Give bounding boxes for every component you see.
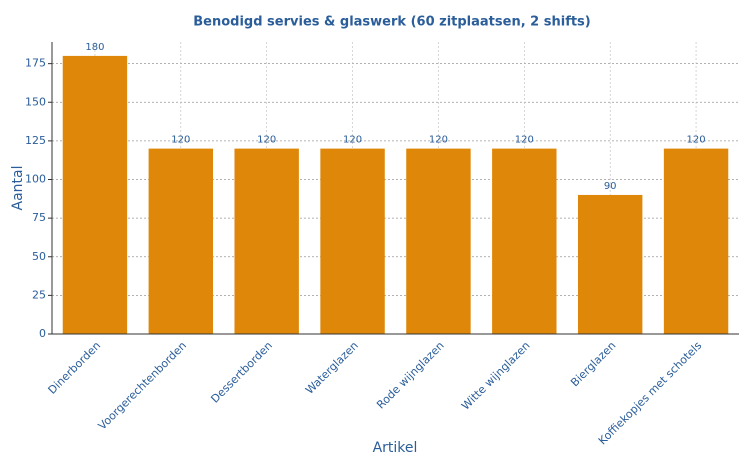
x-axis-label: Artikel <box>373 440 418 456</box>
bar <box>148 148 214 334</box>
value-label: 120 <box>429 135 448 146</box>
bar <box>406 148 471 334</box>
y-tick-label: 0 <box>39 327 46 340</box>
bar <box>492 148 557 334</box>
bar <box>577 194 643 334</box>
value-label: 120 <box>257 135 276 146</box>
value-label: 120 <box>343 135 362 146</box>
bar <box>234 148 299 334</box>
x-tick-label: Voorgerechtenborden <box>96 339 189 432</box>
x-tick-label: Bierglazen <box>568 339 618 389</box>
value-label: 90 <box>604 181 617 192</box>
y-tick-label: 75 <box>32 211 46 224</box>
y-tick-label: 175 <box>25 57 46 70</box>
y-tick-label: 50 <box>32 250 46 263</box>
value-label: 120 <box>515 135 534 146</box>
bar <box>62 55 128 335</box>
y-tick-label: 100 <box>25 173 46 186</box>
y-tick-label: 125 <box>25 134 46 147</box>
y-axis-label: Aantal <box>10 166 26 211</box>
bar <box>320 148 385 334</box>
chart-title: Benodigd servies & glaswerk (60 zitplaat… <box>193 15 591 30</box>
value-label: 120 <box>687 135 706 146</box>
y-tick-label: 150 <box>25 95 46 108</box>
x-tick-label: Rode wijnglazen <box>374 339 446 411</box>
x-tick-label: Koffiekopjes met schotels <box>596 339 705 448</box>
x-tick-label: Dinerborden <box>46 339 104 397</box>
x-tick-label: Witte wijnglazen <box>459 339 533 413</box>
value-label: 180 <box>85 42 104 53</box>
value-label: 120 <box>171 135 190 146</box>
bar <box>663 148 729 334</box>
x-tick-label: Waterglazen <box>303 339 361 397</box>
x-tick-label: Dessertborden <box>208 339 275 406</box>
y-tick-label: 25 <box>32 288 46 301</box>
